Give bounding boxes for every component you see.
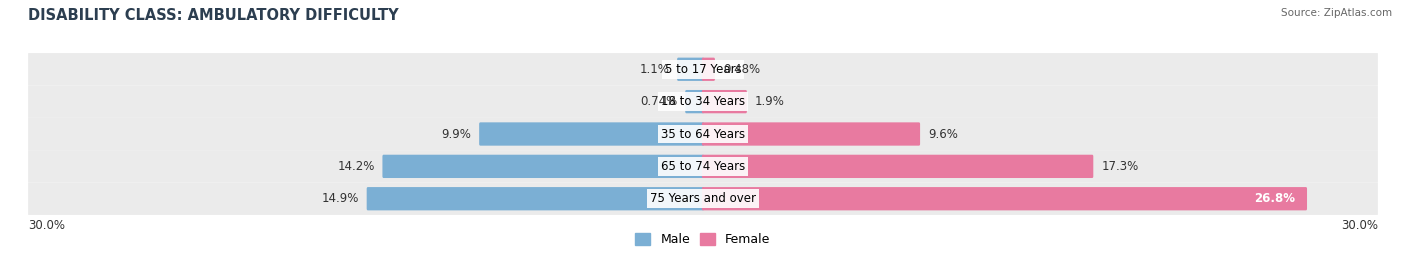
Text: DISABILITY CLASS: AMBULATORY DIFFICULTY: DISABILITY CLASS: AMBULATORY DIFFICULTY bbox=[28, 8, 399, 23]
Text: 5 to 17 Years: 5 to 17 Years bbox=[665, 63, 741, 76]
FancyBboxPatch shape bbox=[367, 187, 704, 210]
Text: 65 to 74 Years: 65 to 74 Years bbox=[661, 160, 745, 173]
FancyBboxPatch shape bbox=[685, 90, 704, 113]
FancyBboxPatch shape bbox=[28, 118, 1378, 150]
Text: 0.74%: 0.74% bbox=[640, 95, 678, 108]
Text: 26.8%: 26.8% bbox=[1254, 192, 1295, 205]
Text: Source: ZipAtlas.com: Source: ZipAtlas.com bbox=[1281, 8, 1392, 18]
Text: 14.2%: 14.2% bbox=[337, 160, 374, 173]
Text: 30.0%: 30.0% bbox=[28, 219, 65, 232]
FancyBboxPatch shape bbox=[702, 122, 920, 146]
FancyBboxPatch shape bbox=[28, 150, 1378, 183]
FancyBboxPatch shape bbox=[702, 187, 1308, 210]
FancyBboxPatch shape bbox=[702, 90, 747, 113]
Text: 17.3%: 17.3% bbox=[1101, 160, 1139, 173]
Text: 9.9%: 9.9% bbox=[441, 128, 471, 140]
FancyBboxPatch shape bbox=[678, 58, 704, 81]
FancyBboxPatch shape bbox=[28, 85, 1378, 118]
FancyBboxPatch shape bbox=[382, 155, 704, 178]
Text: 14.9%: 14.9% bbox=[322, 192, 359, 205]
Text: 1.9%: 1.9% bbox=[755, 95, 785, 108]
Text: 0.48%: 0.48% bbox=[723, 63, 759, 76]
Text: 1.1%: 1.1% bbox=[640, 63, 669, 76]
Text: 30.0%: 30.0% bbox=[1341, 219, 1378, 232]
Text: 35 to 64 Years: 35 to 64 Years bbox=[661, 128, 745, 140]
FancyBboxPatch shape bbox=[28, 53, 1378, 85]
FancyBboxPatch shape bbox=[479, 122, 704, 146]
Text: 9.6%: 9.6% bbox=[928, 128, 957, 140]
Text: 75 Years and over: 75 Years and over bbox=[650, 192, 756, 205]
FancyBboxPatch shape bbox=[702, 58, 714, 81]
FancyBboxPatch shape bbox=[28, 183, 1378, 215]
Text: 18 to 34 Years: 18 to 34 Years bbox=[661, 95, 745, 108]
FancyBboxPatch shape bbox=[702, 155, 1094, 178]
Legend: Male, Female: Male, Female bbox=[630, 228, 776, 251]
